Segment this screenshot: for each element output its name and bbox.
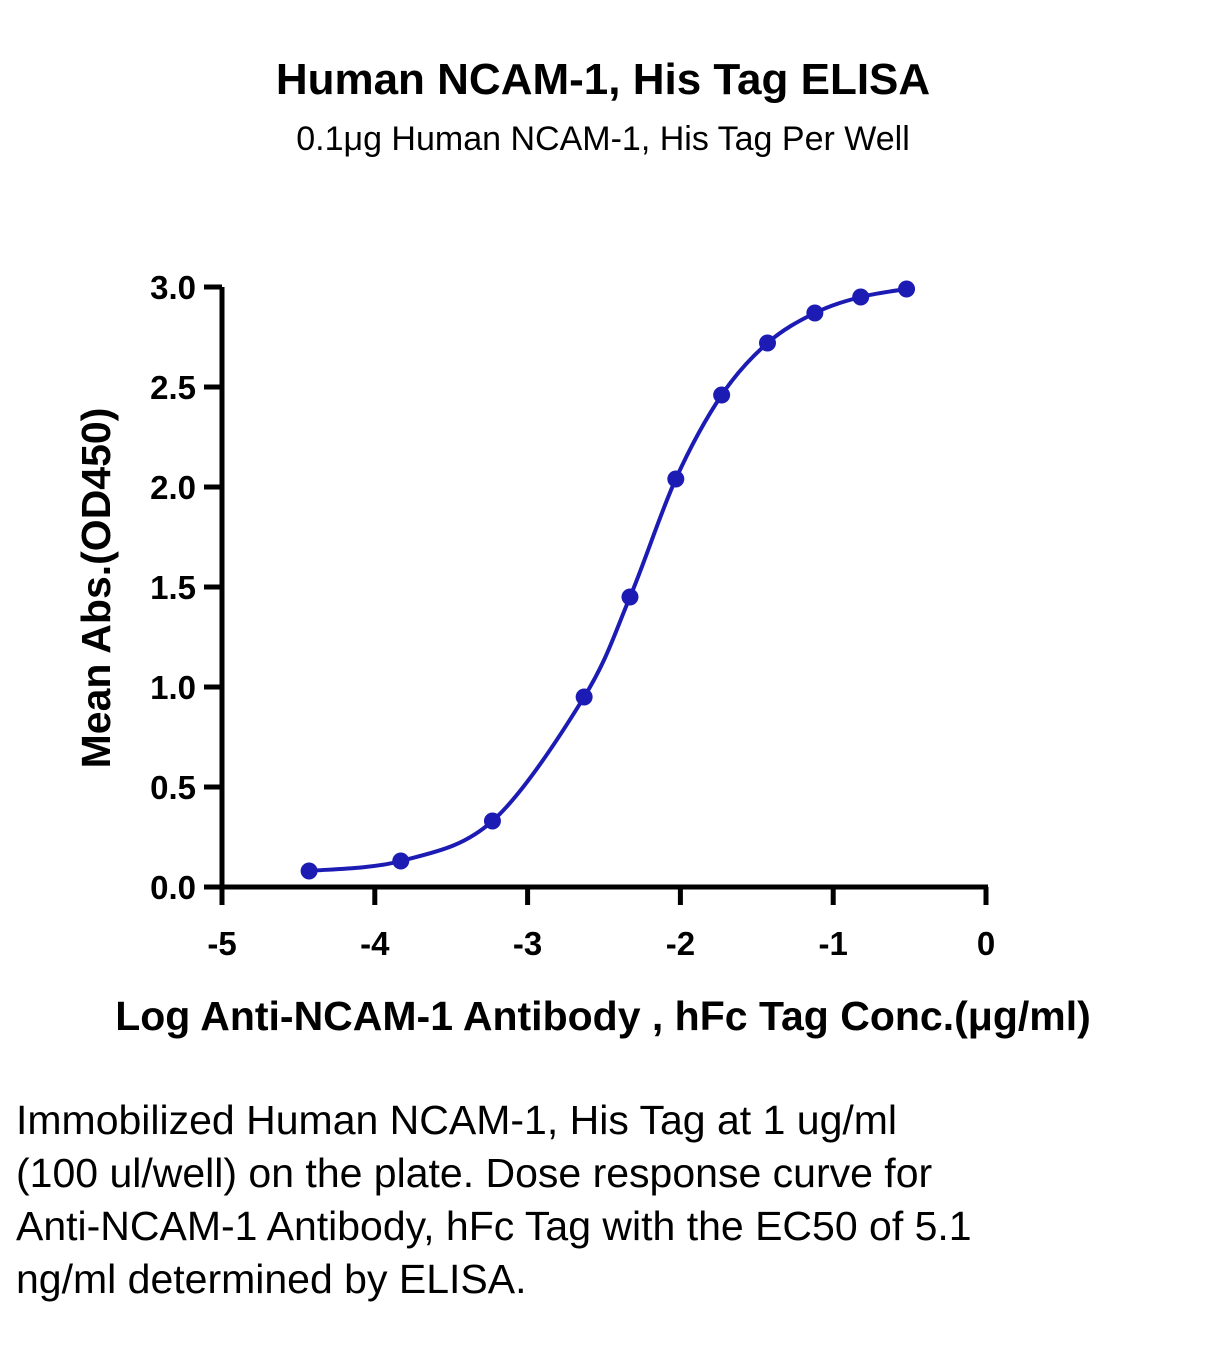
data-point bbox=[758, 334, 776, 352]
data-points bbox=[300, 280, 916, 880]
data-point bbox=[713, 386, 731, 404]
data-point bbox=[575, 688, 593, 706]
y-tick-label: 3.0 bbox=[150, 269, 196, 306]
x-tick-label: 0 bbox=[977, 925, 995, 962]
data-point bbox=[667, 470, 685, 488]
x-tick-label: -1 bbox=[819, 925, 848, 962]
fit-curve bbox=[308, 287, 907, 873]
data-point bbox=[300, 862, 318, 880]
x-tick-label: -5 bbox=[207, 925, 236, 962]
ticks: 0.0 0.5 1.0 1.5 2.0 2.5 3.0 -5 -4 -3 -2 -1 0 bbox=[150, 269, 995, 962]
x-tick-label: -2 bbox=[666, 925, 695, 962]
x-tick-label: -3 bbox=[513, 925, 542, 962]
data-point bbox=[483, 812, 501, 830]
y-tick-label: 1.5 bbox=[150, 569, 196, 606]
data-point bbox=[392, 852, 410, 870]
data-point bbox=[806, 304, 824, 322]
y-axis-label: Mean Abs.(OD450) bbox=[73, 408, 119, 769]
chart-title: Human NCAM-1, His Tag ELISA bbox=[276, 55, 930, 104]
y-tick-label: 0.0 bbox=[150, 869, 196, 906]
y-tick-label: 2.0 bbox=[150, 469, 196, 506]
elisa-chart: Human NCAM-1, His Tag ELISA 0.1μg Human … bbox=[73, 55, 1091, 1039]
y-tick-label: 0.5 bbox=[150, 769, 196, 806]
axes bbox=[219, 287, 988, 890]
chart-subtitle: 0.1μg Human NCAM-1, His Tag Per Well bbox=[296, 120, 910, 158]
figure-caption: Immobilized Human NCAM-1, His Tag at 1 u… bbox=[16, 1097, 972, 1302]
y-tick-label: 2.5 bbox=[150, 369, 196, 406]
data-point bbox=[852, 288, 870, 306]
x-tick-label: -4 bbox=[360, 925, 390, 962]
y-tick-label: 1.0 bbox=[150, 669, 196, 706]
data-point bbox=[621, 588, 639, 606]
x-axis-label: Log Anti-NCAM-1 Antibody , hFc Tag Conc.… bbox=[115, 993, 1091, 1039]
data-point bbox=[898, 280, 916, 298]
